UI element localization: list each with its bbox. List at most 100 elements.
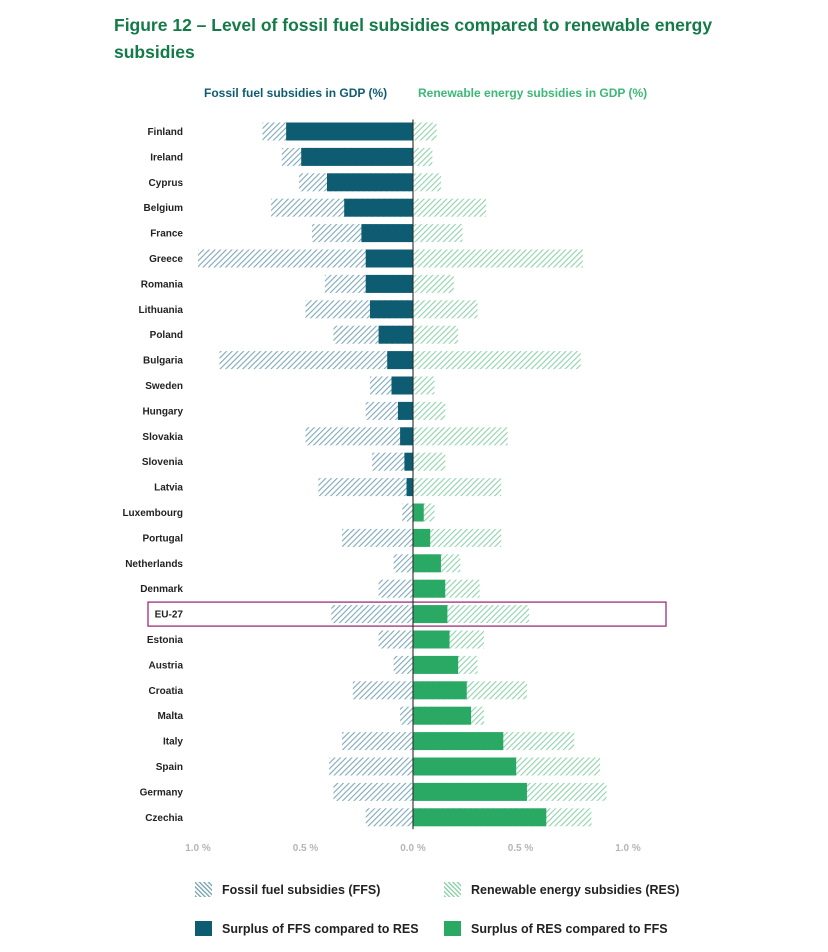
bar-res-latvia (413, 478, 502, 497)
bar-ffs-germany (333, 782, 413, 801)
legend-surplus-ffs-label: Surplus of FFS compared to RES (222, 922, 419, 936)
bar-ffs-netherlands (393, 554, 413, 573)
bar-surplus-ffs-france (361, 224, 413, 243)
bar-surplus-ffs-latvia (406, 478, 413, 497)
bar-surplus-ffs-poland (378, 325, 413, 344)
legend-ffs-swatch (195, 882, 212, 897)
bar-ffs-czechia (365, 808, 413, 827)
bar-surplus-ffs-ireland (301, 147, 413, 166)
category-label: Italy (163, 737, 183, 748)
bar-surplus-ffs-hungary (397, 401, 413, 420)
bar-ffs-luxembourg (402, 503, 413, 522)
chart-title: Figure 12 – Level of fossil fuel subsidi… (114, 15, 713, 62)
category-label: Greece (149, 254, 183, 265)
bar-res-lithuania (413, 300, 478, 319)
category-label: EU-27 (155, 610, 184, 621)
bar-ffs-slovenia (372, 452, 413, 471)
bar-res-greece (413, 249, 583, 268)
bar-surplus-ffs-romania (365, 274, 413, 293)
category-label: Hungary (142, 406, 183, 417)
category-label: Cyprus (149, 178, 184, 189)
category-label: France (150, 229, 183, 240)
res-header: Renewable energy subsidies in GDP (%) (418, 86, 648, 100)
category-label: Slovakia (142, 432, 183, 443)
x-tick-label: 0.0 % (400, 843, 426, 854)
category-label: Luxembourg (122, 508, 183, 519)
category-label: Belgium (144, 203, 184, 214)
bar-surplus-ffs-bulgaria (387, 351, 413, 370)
bar-res-slovakia (413, 427, 508, 446)
legend-ffs-label: Fossil fuel subsidies (FFS) (222, 883, 381, 897)
bar-res-portugal (413, 528, 502, 547)
bar-ffs-malta (400, 706, 413, 725)
bar-res-sweden (413, 376, 435, 395)
bar-ffs-bulgaria (219, 351, 413, 370)
bar-surplus-res-italy (413, 732, 504, 751)
bar-surplus-ffs-cyprus (327, 173, 413, 192)
bar-ffs-latvia (318, 478, 413, 497)
bar-surplus-res-denmark (413, 579, 446, 598)
category-label: Czechia (145, 813, 183, 824)
category-label: Poland (150, 330, 183, 341)
bar-res-romania (413, 274, 454, 293)
category-label: Germany (140, 787, 184, 798)
x-tick-label: 1.0 % (185, 843, 211, 854)
legend-surplus-res-swatch (444, 921, 461, 936)
bar-res-slovenia (413, 452, 446, 471)
category-label: Croatia (149, 686, 184, 697)
category-label: Denmark (140, 584, 183, 595)
bar-ffs-slovakia (305, 427, 413, 446)
category-label: Sweden (145, 381, 183, 392)
category-label: Ireland (150, 152, 183, 163)
bar-res-cyprus (413, 173, 441, 192)
category-label: Austria (149, 660, 184, 671)
category-label: Finland (147, 127, 183, 138)
x-tick-label: 0.5 % (508, 843, 534, 854)
bar-surplus-res-eu-27 (413, 605, 448, 624)
bar-surplus-ffs-sweden (391, 376, 413, 395)
bar-surplus-ffs-slovakia (400, 427, 413, 446)
bar-ffs-denmark (378, 579, 413, 598)
category-label: Estonia (147, 635, 184, 646)
bar-surplus-ffs-belgium (344, 198, 413, 217)
x-tick-label: 1.0 % (615, 843, 641, 854)
bar-surplus-ffs-finland (286, 122, 413, 141)
category-label: Portugal (142, 533, 183, 544)
bar-surplus-res-spain (413, 757, 517, 776)
legend-surplus-res-label: Surplus of RES compared to FFS (471, 922, 668, 936)
bar-res-france (413, 224, 463, 243)
bar-ffs-spain (329, 757, 413, 776)
bar-surplus-res-austria (413, 655, 459, 674)
category-label: Spain (156, 762, 183, 773)
bar-res-finland (413, 122, 437, 141)
legend-res-label: Renewable energy subsidies (RES) (471, 883, 680, 897)
bar-res-belgium (413, 198, 487, 217)
bar-res-poland (413, 325, 459, 344)
highlight-box-eu-27 (147, 601, 667, 627)
bar-surplus-res-estonia (413, 630, 450, 649)
bar-surplus-res-netherlands (413, 554, 441, 573)
legend-res-swatch (444, 882, 461, 897)
legend-surplus-ffs-swatch (195, 921, 212, 936)
x-tick-label: 0.5 % (293, 843, 319, 854)
bar-ffs-estonia (378, 630, 413, 649)
category-label: Lithuania (139, 305, 184, 316)
category-label: Bulgaria (143, 356, 183, 367)
bar-res-ireland (413, 147, 433, 166)
bar-surplus-ffs-slovenia (404, 452, 413, 471)
bar-surplus-res-czechia (413, 808, 547, 827)
bar-surplus-res-portugal (413, 528, 431, 547)
bar-ffs-eu-27 (331, 605, 413, 624)
category-label: Slovenia (142, 457, 184, 468)
bar-ffs-austria (393, 655, 413, 674)
category-label: Romania (141, 279, 184, 290)
ffs-header: Fossil fuel subsidies in GDP (%) (204, 86, 388, 100)
bar-surplus-ffs-greece (365, 249, 413, 268)
bar-res-hungary (413, 401, 446, 420)
bar-ffs-italy (342, 732, 413, 751)
bar-ffs-croatia (352, 681, 413, 700)
bar-surplus-res-luxembourg (413, 503, 424, 522)
category-label: Latvia (154, 483, 183, 494)
category-label: Netherlands (125, 559, 183, 570)
